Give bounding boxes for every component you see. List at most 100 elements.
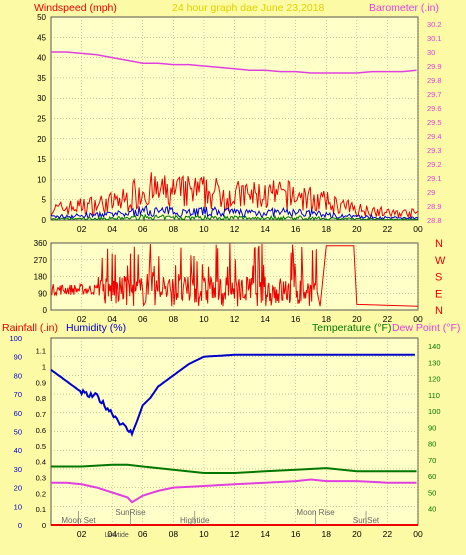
clim-xtick: 12: [230, 529, 240, 539]
dir-xtick: 18: [322, 314, 332, 324]
lowtide-label: Lowtide: [105, 532, 129, 539]
dir-xtick: 12: [230, 314, 240, 324]
baro-ytick: 29.8: [427, 76, 442, 85]
wind-xtick: 08: [169, 224, 179, 234]
dir-ytick: 180: [34, 273, 48, 282]
clim-xtick: 04: [107, 529, 117, 539]
temp-ytick: 100: [428, 407, 441, 416]
temp-ytick: 140: [428, 342, 441, 351]
wind-xtick: 04: [107, 224, 117, 234]
temp-ytick: 70: [428, 456, 436, 465]
humidity-ytick: 40: [14, 446, 22, 455]
clim-xtick: 10: [199, 529, 209, 539]
dir-ytick: 360: [34, 239, 48, 248]
clim-xtick: 16: [291, 529, 301, 539]
dir-xtick: 20: [352, 314, 362, 324]
windspeed-label: Windspeed (mph): [34, 2, 117, 14]
humidity-ytick: 30: [14, 465, 22, 474]
baro-ytick: 29.3: [427, 146, 442, 155]
baro-ytick: 29.7: [427, 90, 442, 99]
temp-ytick: 40: [428, 505, 436, 514]
rain-ytick: 0.9: [36, 378, 46, 387]
baro-ytick: 29.2: [427, 160, 442, 169]
event-label: SunRise: [115, 508, 146, 517]
wind-ytick: 45: [37, 33, 46, 42]
humidity-ytick: 10: [14, 502, 22, 511]
wind-low-line: [50, 213, 419, 222]
temperature-label: Temperature (°F): [312, 322, 391, 334]
wind-ytick: 25: [37, 115, 46, 124]
baro-ytick: 29.5: [427, 118, 442, 127]
baro-ytick: 28.9: [427, 202, 442, 211]
dir-xtick: 10: [199, 314, 209, 324]
rain-ytick: 0.6: [36, 426, 46, 435]
clim-xtick: 00: [413, 529, 423, 539]
wind-xtick: 12: [230, 224, 240, 234]
rain-ytick: 1.1: [36, 347, 46, 356]
wind-ytick: 30: [37, 94, 46, 103]
humidity-ytick: 70: [14, 390, 22, 399]
wind-xtick: 14: [260, 224, 270, 234]
rain-ytick: 1: [42, 363, 46, 372]
wind-ytick: 15: [37, 155, 46, 164]
wind-ytick: 10: [37, 175, 46, 184]
dir-ytick: 270: [34, 256, 48, 265]
clim-xtick: 08: [169, 529, 179, 539]
dir-xtick: 14: [260, 314, 270, 324]
rain-ytick: 0.8: [36, 394, 46, 403]
wind-xtick: 20: [352, 224, 362, 234]
clim-xtick: 20: [352, 529, 362, 539]
wind-ytick: 50: [37, 13, 46, 22]
dir-xtick: 16: [291, 314, 301, 324]
wind-xtick: 16: [291, 224, 301, 234]
wind-ytick: 20: [37, 135, 46, 144]
temp-ytick: 50: [428, 488, 436, 497]
wind-direction-line: [50, 243, 419, 307]
dir-xtick: 08: [169, 314, 179, 324]
dewpoint-line: [51, 478, 417, 504]
temp-ytick: 120: [428, 375, 441, 384]
temp-ytick: 110: [428, 391, 440, 400]
humidity-ytick: 20: [14, 484, 22, 493]
humidity-line: [50, 353, 415, 438]
rain-ytick: 0.3: [36, 473, 46, 482]
clim-xtick: 06: [138, 529, 148, 539]
humidity-ytick: 60: [14, 409, 22, 418]
clim-xtick: 14: [260, 529, 270, 539]
compass-label: N: [435, 238, 443, 250]
baro-ytick: 29.4: [427, 132, 442, 141]
humidity-ytick: 100: [9, 334, 22, 343]
compass-label: E: [435, 288, 442, 300]
dir-xtick: 00: [413, 314, 423, 324]
compass-label: S: [435, 272, 442, 284]
wind-average-line: [50, 204, 419, 220]
clim-xtick: 02: [77, 529, 87, 539]
barometer-line: [51, 51, 417, 74]
wind-xtick: 22: [383, 224, 393, 234]
wind-xtick: 10: [199, 224, 209, 234]
baro-ytick: 30.1: [427, 34, 442, 43]
compass-label: W: [435, 255, 446, 267]
event-label: Hightide: [180, 516, 210, 525]
dir-xtick: 22: [383, 314, 393, 324]
humidity-label: Humidity (%): [66, 322, 126, 334]
baro-ytick: 30: [427, 48, 435, 57]
rain-ytick: 0.2: [36, 489, 46, 498]
dir-ytick: 90: [38, 289, 47, 298]
event-label: Moon Set: [61, 516, 96, 525]
humidity-ytick: 50: [14, 428, 22, 437]
dir-xtick: 04: [107, 314, 117, 324]
dir-xtick: 06: [138, 314, 148, 324]
baro-ytick: 29: [427, 188, 435, 197]
wind-ytick: 35: [37, 74, 46, 83]
event-label: Moon Rise: [296, 508, 335, 517]
temperature-line: [51, 463, 417, 474]
wind-xtick: 06: [138, 224, 148, 234]
temp-ytick: 90: [428, 423, 436, 432]
temp-ytick: 130: [428, 358, 441, 367]
barometer-label: Barometer (.in): [369, 2, 439, 14]
dewpoint-label: Dew Point (°F): [392, 322, 460, 334]
wind-ytick: 40: [37, 54, 46, 63]
wind-xtick: 00: [413, 224, 423, 234]
